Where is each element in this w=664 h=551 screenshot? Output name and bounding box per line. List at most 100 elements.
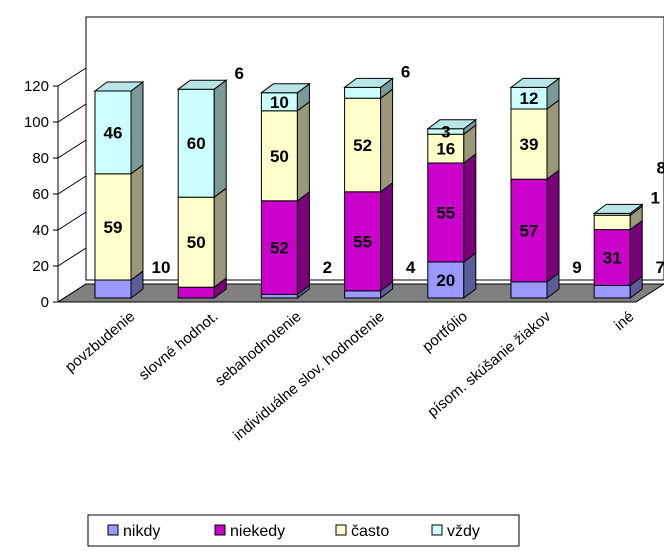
bar-segment-side	[546, 99, 560, 181]
bar-segment-front	[94, 279, 132, 299]
legend-label: často	[351, 523, 389, 540]
data-label: 52	[353, 136, 372, 155]
bar-segment-front	[260, 293, 298, 299]
x-tick-label: individuálne slov. hodnotenie	[230, 308, 388, 444]
legend-label: vždy	[447, 523, 480, 540]
bars	[93, 77, 644, 299]
y-tick-label: 0	[41, 294, 49, 311]
x-tick-label: slovné hodnot.	[136, 308, 222, 384]
data-label: 1	[650, 188, 659, 207]
bar-segment-front	[94, 90, 132, 175]
legend-swatch	[335, 524, 347, 536]
y-tick-wall-line	[57, 139, 87, 159]
x-tick-label: sebahodnotenie	[212, 308, 305, 390]
bar-segment-side	[629, 219, 643, 287]
y-tick-label: 40	[32, 222, 49, 239]
bar-segment-front	[177, 286, 215, 299]
x-tick-label: iné	[611, 308, 637, 334]
y-tick-wall-line	[57, 67, 87, 87]
bar-segment-front	[344, 86, 382, 99]
y-tick-label: 100	[24, 114, 49, 131]
data-label: 50	[270, 147, 289, 166]
bar-segment-side	[296, 100, 310, 202]
data-label: 10	[270, 93, 289, 112]
y-tick-label: 120	[24, 78, 49, 95]
legend-label: nikdy	[123, 523, 160, 540]
legend-swatch	[214, 524, 226, 536]
bar-segment-side	[130, 163, 144, 281]
data-label: 3	[441, 123, 450, 142]
bar-stack	[176, 79, 228, 299]
data-label: 9	[572, 258, 581, 277]
bar-segment-front	[510, 108, 548, 180]
bar-segment-side	[380, 181, 394, 292]
legend-swatch	[107, 524, 119, 536]
bar-segment-side	[463, 153, 477, 263]
bar-segment-front	[344, 191, 382, 292]
data-label: 46	[104, 123, 123, 142]
x-tick-label: portfólio	[419, 308, 471, 355]
data-label: 2	[323, 258, 332, 277]
data-label: 12	[520, 89, 539, 108]
bar-segment-front	[344, 290, 382, 299]
data-labels: 46 59 10 60 50 6 10 50 52 2 6 52 55 4 316 55 20 12 39 57 9 1 8…	[104, 62, 664, 290]
bar-segment-front	[510, 178, 548, 283]
data-label: 50	[187, 233, 206, 252]
data-label: 59	[104, 218, 123, 237]
data-label: 4	[406, 258, 416, 277]
data-label: 20	[436, 271, 455, 290]
data-label: 6	[234, 64, 243, 83]
legend-swatch	[431, 524, 443, 536]
data-label: 39	[520, 135, 539, 154]
y-tick-label: 60	[32, 186, 49, 203]
data-label: 8	[656, 158, 664, 177]
bar-segment-side	[380, 88, 394, 193]
y-tick-wall-line	[57, 103, 87, 123]
bar-top-cap	[93, 81, 145, 92]
bar-stack	[592, 203, 644, 299]
data-label: 57	[520, 222, 539, 241]
data-label: 16	[436, 140, 455, 159]
y-tick-wall-line	[57, 283, 87, 303]
data-label: 7	[655, 258, 664, 277]
bar-segment-front	[593, 214, 631, 231]
bar-top-cap	[259, 83, 311, 94]
bar-stack	[93, 81, 145, 299]
bar-segment-side	[296, 190, 310, 296]
bar-segment-side	[130, 81, 144, 175]
legend: nikdy niekedy často vždy	[87, 514, 520, 547]
bar-top-cap	[509, 77, 561, 88]
y-tick-wall-line	[57, 175, 87, 195]
bar-stack	[343, 77, 395, 299]
bar-segment-front	[260, 200, 298, 295]
data-label: 6	[401, 62, 410, 81]
bar-top-cap	[343, 77, 395, 88]
bar-segment-front	[427, 133, 465, 164]
data-label: 60	[187, 134, 206, 153]
bar-segment-side	[546, 169, 560, 283]
y-tick-wall-line	[57, 211, 87, 231]
data-label: 10	[152, 258, 171, 277]
bar-stack	[426, 118, 478, 299]
data-label: 55	[353, 232, 372, 251]
legend-label: niekedy	[230, 523, 285, 540]
bar-stack	[509, 77, 561, 299]
bar-segment-front	[593, 284, 631, 299]
y-tick-label: 80	[32, 150, 49, 167]
y-tick-label: 20	[32, 258, 49, 275]
bar-segment-front	[510, 281, 548, 299]
y-tick-wall-line	[57, 247, 87, 267]
bar-segment-front	[427, 162, 465, 263]
bar-segment-side	[213, 187, 227, 289]
bar-segment-side	[213, 79, 227, 199]
bar-top-cap	[426, 119, 478, 130]
x-tick-label: povzbudenie	[62, 308, 138, 376]
bar-top-cap	[592, 203, 644, 214]
data-label: 31	[603, 249, 622, 268]
data-label: 55	[436, 204, 455, 223]
legend-box	[87, 514, 520, 547]
bar-stack	[259, 82, 311, 299]
bar-top-cap	[176, 79, 228, 90]
